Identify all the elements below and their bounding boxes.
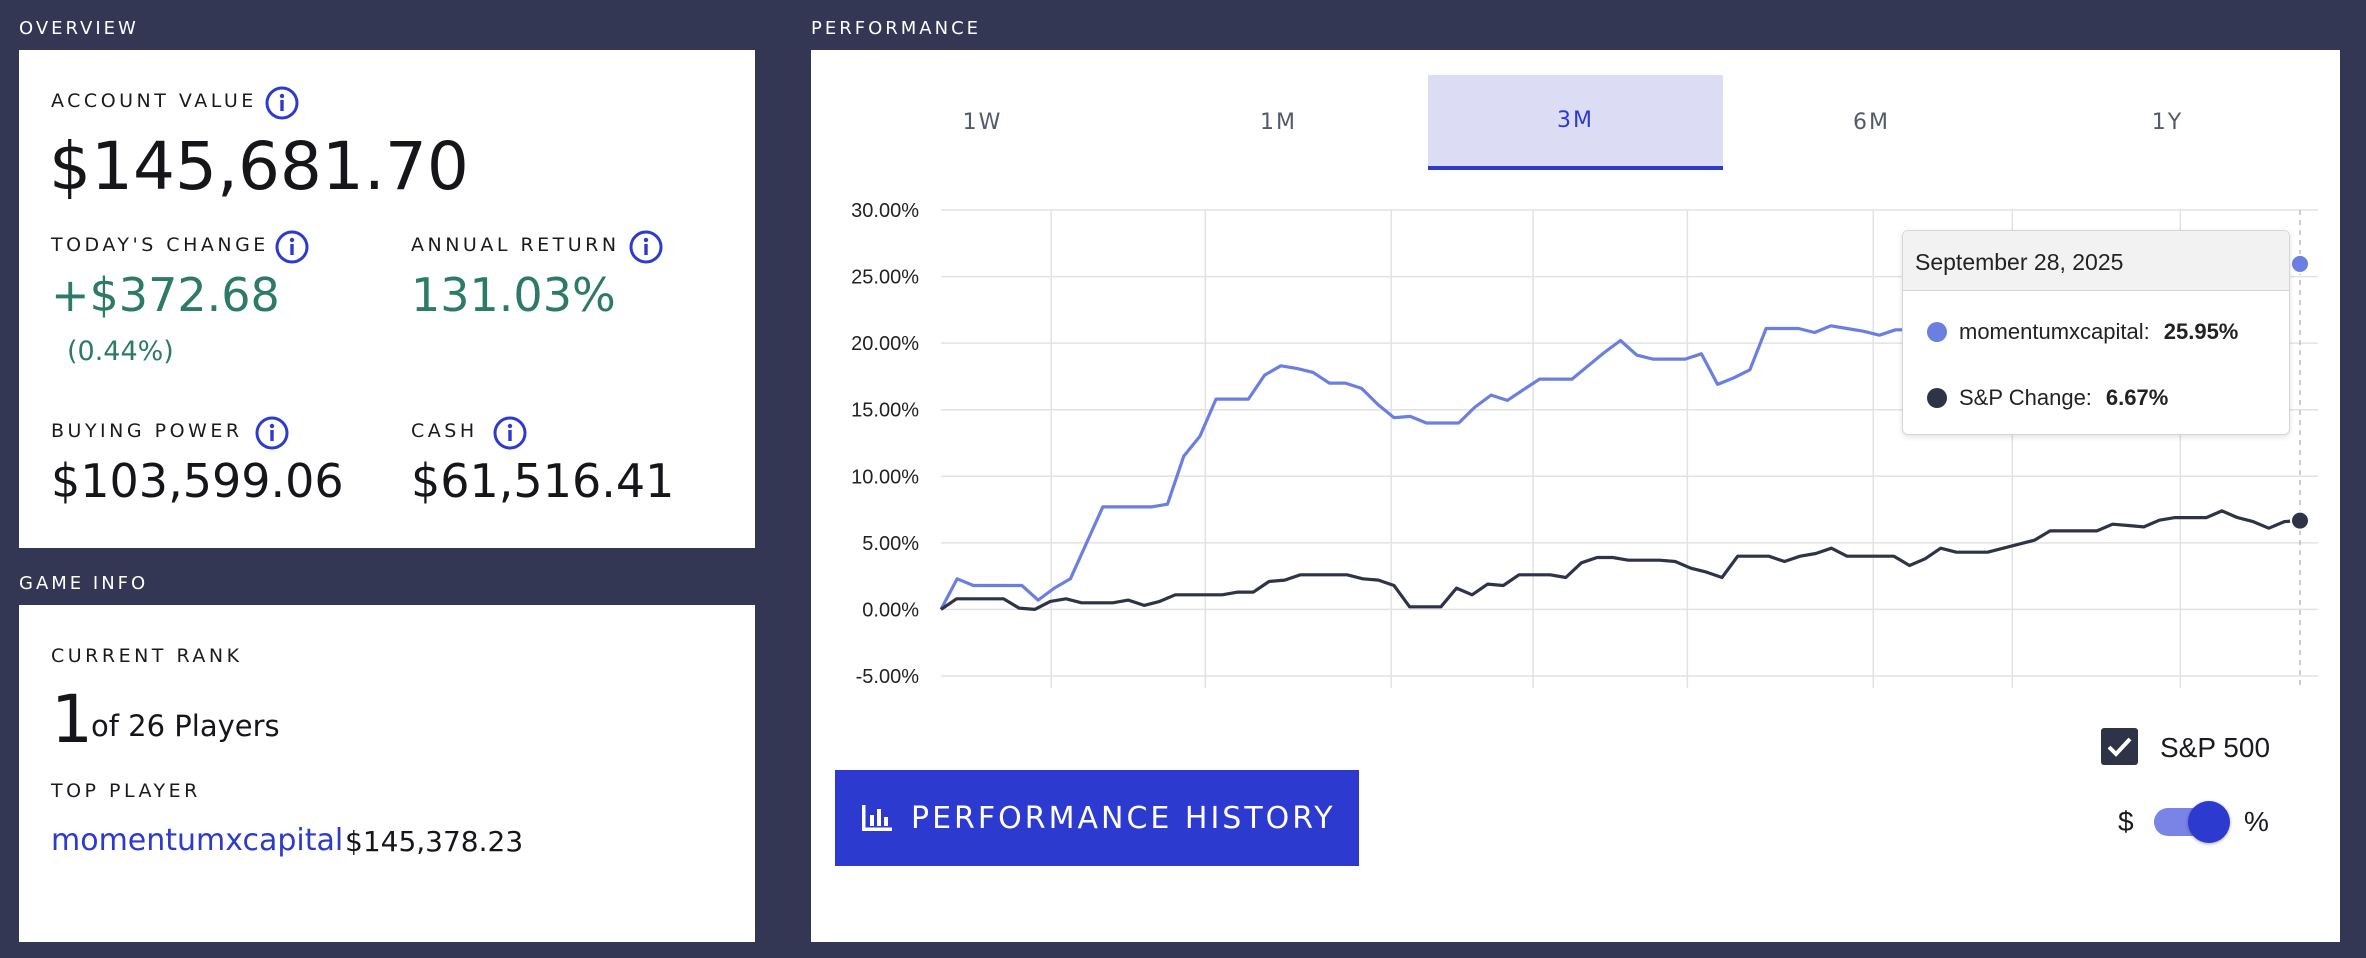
top-player-name-link[interactable]: momentumxcapital xyxy=(51,823,344,858)
series-end-point xyxy=(2290,253,2310,274)
info-icon[interactable] xyxy=(265,86,299,120)
y-tick-label: 0.00% xyxy=(862,599,919,621)
account-value-label: ACCOUNT VALUE xyxy=(51,90,257,112)
current-rank-label: CURRENT RANK xyxy=(51,645,243,667)
cash-value: $61,516.41 xyxy=(411,454,675,508)
game-info-title: GAME INFO xyxy=(19,573,149,594)
overview-title: OVERVIEW xyxy=(19,18,139,39)
tab-1w[interactable]: 1W xyxy=(962,110,1003,135)
y-tick-label: 20.00% xyxy=(851,333,919,355)
cash-label: CASH xyxy=(411,420,478,442)
y-axis-ticks: 30.00% 25.00% 20.00% 15.00% 10.00% 5.00% 0.00%… xyxy=(851,200,919,688)
todays-change-value: +$372.68 xyxy=(51,268,280,322)
sp500-label: S&P 500 xyxy=(2160,732,2271,763)
toggle-knob xyxy=(2188,801,2230,843)
overview-card: ACCOUNT VALUE $145,681.70 TODAY'S CHANGE… xyxy=(19,50,755,548)
annual-return-value: 131.03% xyxy=(411,268,616,322)
tooltip-series-value: 6.67% xyxy=(2105,385,2169,410)
rank-suffix: of 26 Players xyxy=(91,709,280,743)
performance-history-button[interactable]: PERFORMANCE HISTORY xyxy=(835,770,1359,866)
info-icon[interactable] xyxy=(255,416,289,450)
series-dot-icon xyxy=(1927,388,1947,408)
tooltip-series-name: momentumxcapital: xyxy=(1959,319,2150,344)
series-line-sp500 xyxy=(940,509,2301,611)
tooltip-date: September 28, 2025 xyxy=(1903,231,2289,291)
account-value: $145,681.70 xyxy=(49,128,469,205)
tab-6m[interactable]: 6M xyxy=(1853,110,1890,135)
annual-return-label: ANNUAL RETURN xyxy=(411,234,620,256)
series-end-point xyxy=(2290,510,2310,531)
buying-power-value: $103,599.06 xyxy=(51,454,344,508)
series-dot-icon xyxy=(1927,322,1947,342)
tooltip-row-sp: S&P Change: 6.67% xyxy=(1927,385,2168,411)
toggle-percent-label: % xyxy=(2244,806,2269,837)
dollar-percent-toggle[interactable] xyxy=(2154,801,2230,843)
info-icon[interactable] xyxy=(493,416,527,450)
y-tick-label: 30.00% xyxy=(851,200,919,222)
top-player-label: TOP PLAYER xyxy=(51,780,201,802)
tooltip-row-player: momentumxcapital: 25.95% xyxy=(1927,319,2238,345)
toggle-dollar-label: $ xyxy=(2118,806,2134,837)
tab-3m[interactable]: 3M xyxy=(1428,75,1723,170)
y-tick-label: -5.00% xyxy=(856,666,920,688)
y-tick-label: 15.00% xyxy=(851,400,919,422)
performance-history-label: PERFORMANCE HISTORY xyxy=(911,800,1336,836)
checkbox-checked-icon[interactable] xyxy=(2101,728,2138,765)
info-icon[interactable] xyxy=(275,230,309,264)
y-tick-label: 25.00% xyxy=(851,267,919,289)
y-tick-label: 10.00% xyxy=(851,466,919,488)
performance-title: PERFORMANCE xyxy=(811,18,982,39)
chart-tooltip: September 28, 2025 momentumxcapital: 25.… xyxy=(1902,230,2290,435)
todays-change-percent: (0.44%) xyxy=(67,336,174,367)
tooltip-series-value: 25.95% xyxy=(2163,319,2239,344)
tab-1y[interactable]: 1Y xyxy=(2151,110,2184,135)
rank-number: 1 xyxy=(51,681,93,758)
game-info-card: CURRENT RANK 1 of 26 Players TOP PLAYER … xyxy=(19,605,755,942)
bar-chart-icon xyxy=(862,805,892,831)
todays-change-label: TODAY'S CHANGE xyxy=(51,234,269,256)
top-player-value: $145,378.23 xyxy=(345,825,524,858)
y-tick-label: 5.00% xyxy=(862,533,919,555)
tooltip-series-name: S&P Change: xyxy=(1959,385,2092,410)
buying-power-label: BUYING POWER xyxy=(51,420,243,442)
tab-1m[interactable]: 1M xyxy=(1260,110,1297,135)
info-icon[interactable] xyxy=(629,230,663,264)
